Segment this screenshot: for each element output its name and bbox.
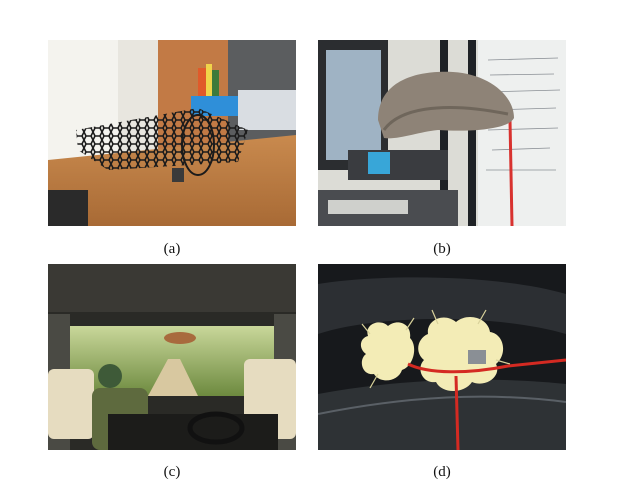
figure-panel-c [48,264,296,450]
figure-panel-b [318,40,566,226]
photo-furry-robot [318,40,566,226]
caption-d: (d) [433,464,451,480]
caption-a: (a) [163,241,181,257]
caption-b: (b) [433,241,451,257]
figure-panel-a [48,40,296,226]
caption-c: (c) [163,464,181,480]
photo-fur-sensors [318,264,566,450]
photo-vehicle-interior [48,264,296,450]
photo-mesh-tube [48,40,296,226]
figure-panel-d [318,264,566,450]
